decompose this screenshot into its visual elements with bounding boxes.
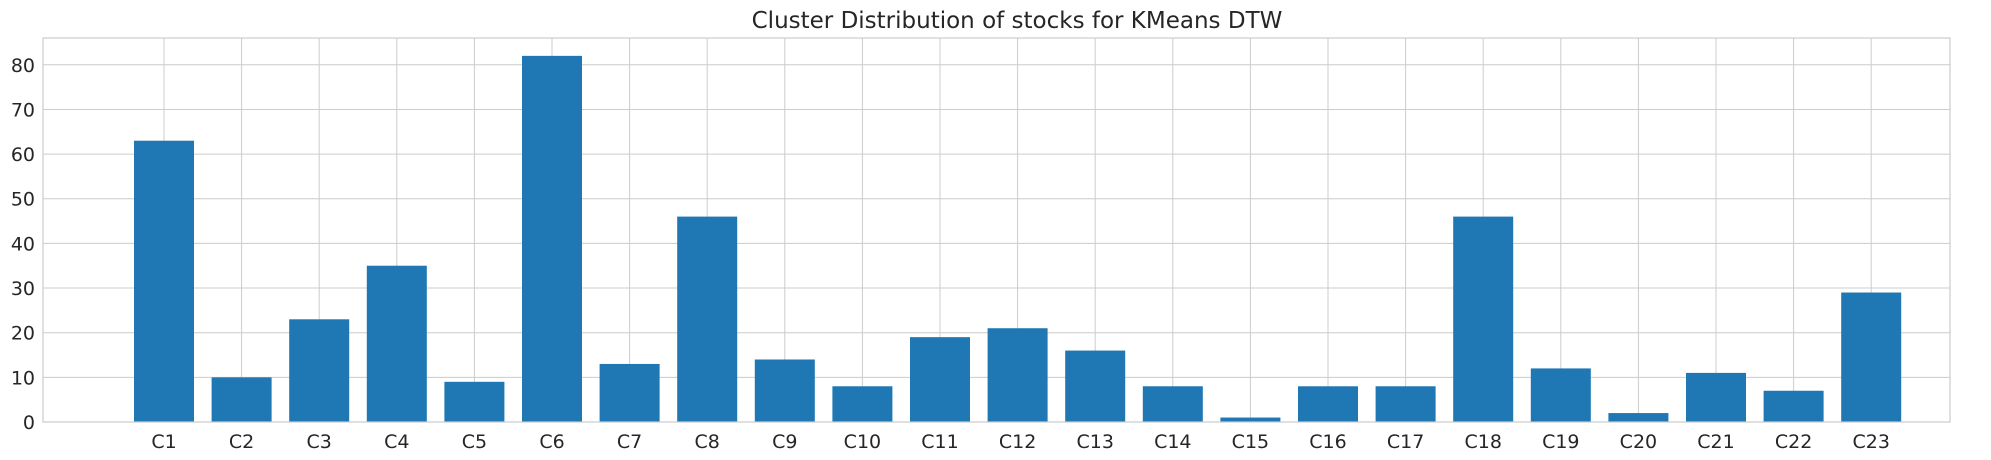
x-tick-label: C1 [151,431,176,453]
x-tick-label: C4 [384,431,409,453]
y-tick-label: 10 [11,367,35,389]
x-tick-label: C7 [617,431,642,453]
y-tick-label: 60 [11,144,35,166]
bar-c3 [289,319,350,422]
x-tick-label: C22 [1775,431,1812,453]
bar-c18 [1453,216,1514,422]
x-tick-label: C5 [462,431,487,453]
bar-c4 [366,265,427,422]
bar-c19 [1530,368,1591,422]
y-tick-labels: 0 10 20 30 40 50 60 70 80 [11,55,35,434]
y-tick-label: 30 [11,278,35,300]
bar-c14 [1142,386,1203,422]
y-tick-label: 20 [11,323,35,345]
bar-c9 [754,359,815,422]
x-tick-label: C14 [1154,431,1191,453]
bar-c5 [444,381,505,422]
bar-c23 [1841,292,1902,422]
chart-title: Cluster Distribution of stocks for KMean… [752,8,1283,34]
x-tick-label: C2 [229,431,254,453]
x-tick-label: C20 [1620,431,1657,453]
grid-lines [43,38,1950,423]
y-tick-label: 80 [11,55,35,77]
bar-c16 [1298,386,1358,422]
x-tick-label: C3 [307,431,332,453]
x-tick-label: C16 [1309,431,1346,453]
bar-c13 [1065,350,1126,422]
x-tick-label: C19 [1542,431,1579,453]
bar-c7 [599,363,660,422]
bars [134,55,1902,422]
bar-c10 [832,386,893,422]
x-tick-label: C15 [1232,431,1269,453]
x-tick-label: C13 [1076,431,1113,453]
x-tick-label: C12 [999,431,1036,453]
x-tick-labels: C1 C2 C3 C4 C5 C6 C7 C8 C9 C10 C11 C12 C13 C14 C15 C16 C… [151,431,1890,453]
bar-c8 [677,216,738,422]
bar-c12 [987,328,1048,422]
y-tick-label: 50 [11,189,35,211]
bar-c22 [1763,390,1824,422]
bar-c15 [1220,417,1281,422]
x-tick-label: C10 [844,431,881,453]
bar-c21 [1686,372,1746,422]
x-tick-label: C18 [1464,431,1501,453]
plot-frame [42,37,1951,423]
bar-c11 [910,337,970,422]
bar-c2 [211,377,272,422]
x-tick-label: C9 [772,431,797,453]
x-tick-label: C23 [1852,431,1889,453]
y-tick-label: 40 [11,233,35,255]
bar-c1 [134,140,194,422]
x-tick-label: C6 [539,431,564,453]
x-tick-label: C21 [1697,431,1734,453]
bar-c17 [1375,386,1436,422]
x-tick-label: C8 [695,431,720,453]
x-tick-label: C11 [921,431,958,453]
y-tick-label: 70 [11,99,35,121]
y-tick-label: 0 [23,412,35,434]
bar-c20 [1608,413,1669,422]
bar-c6 [522,55,582,422]
x-tick-label: C17 [1387,431,1424,453]
